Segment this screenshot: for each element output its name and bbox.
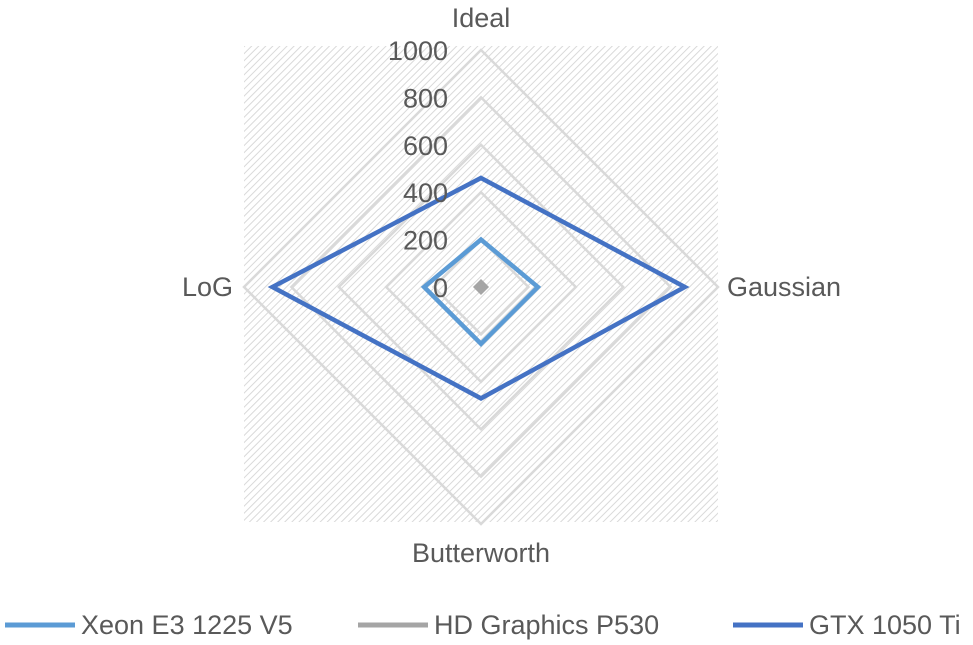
grid-ring-200 <box>431 237 531 337</box>
axis-label-gaussian: Gaussian <box>727 272 841 302</box>
data-point <box>481 285 485 289</box>
tick-label: 200 <box>403 226 448 256</box>
data-point <box>536 285 540 289</box>
axis-label-log: LoG <box>182 272 233 302</box>
grid-ring-1000 <box>242 48 720 526</box>
series-layer <box>267 175 690 401</box>
grid-ring-600 <box>337 143 625 431</box>
legend-label: GTX 1050 Ti <box>809 610 961 640</box>
legend-label: HD Graphics P530 <box>434 610 659 640</box>
data-point <box>422 285 426 289</box>
data-point <box>479 238 483 242</box>
data-point <box>479 396 483 400</box>
data-point <box>479 176 483 180</box>
data-point <box>477 285 481 289</box>
data-point <box>479 287 483 291</box>
tick-label: 1000 <box>388 36 448 66</box>
radial-tick-labels: 0 200 400 600 800 1000 <box>388 36 448 303</box>
tick-label: 400 <box>403 178 448 208</box>
data-point <box>270 285 274 289</box>
data-point <box>683 285 687 289</box>
radar-grid <box>242 48 720 526</box>
grid-ring-800 <box>289 95 673 479</box>
category-axis-labels: Ideal Gaussian Butterworth LoG <box>182 3 841 568</box>
data-point <box>479 283 483 287</box>
axis-label-ideal: Ideal <box>452 3 511 33</box>
legend: Xeon E3 1225 V5 HD Graphics P530 GTX 1050 … <box>5 610 961 640</box>
tick-label: 600 <box>403 131 448 161</box>
tick-label: 800 <box>403 83 448 113</box>
grid-ring-400 <box>384 190 578 384</box>
data-point <box>479 342 483 346</box>
axis-label-butterworth: Butterworth <box>412 538 550 568</box>
legend-label: Xeon E3 1225 V5 <box>81 610 293 640</box>
tick-label: 0 <box>433 273 448 303</box>
